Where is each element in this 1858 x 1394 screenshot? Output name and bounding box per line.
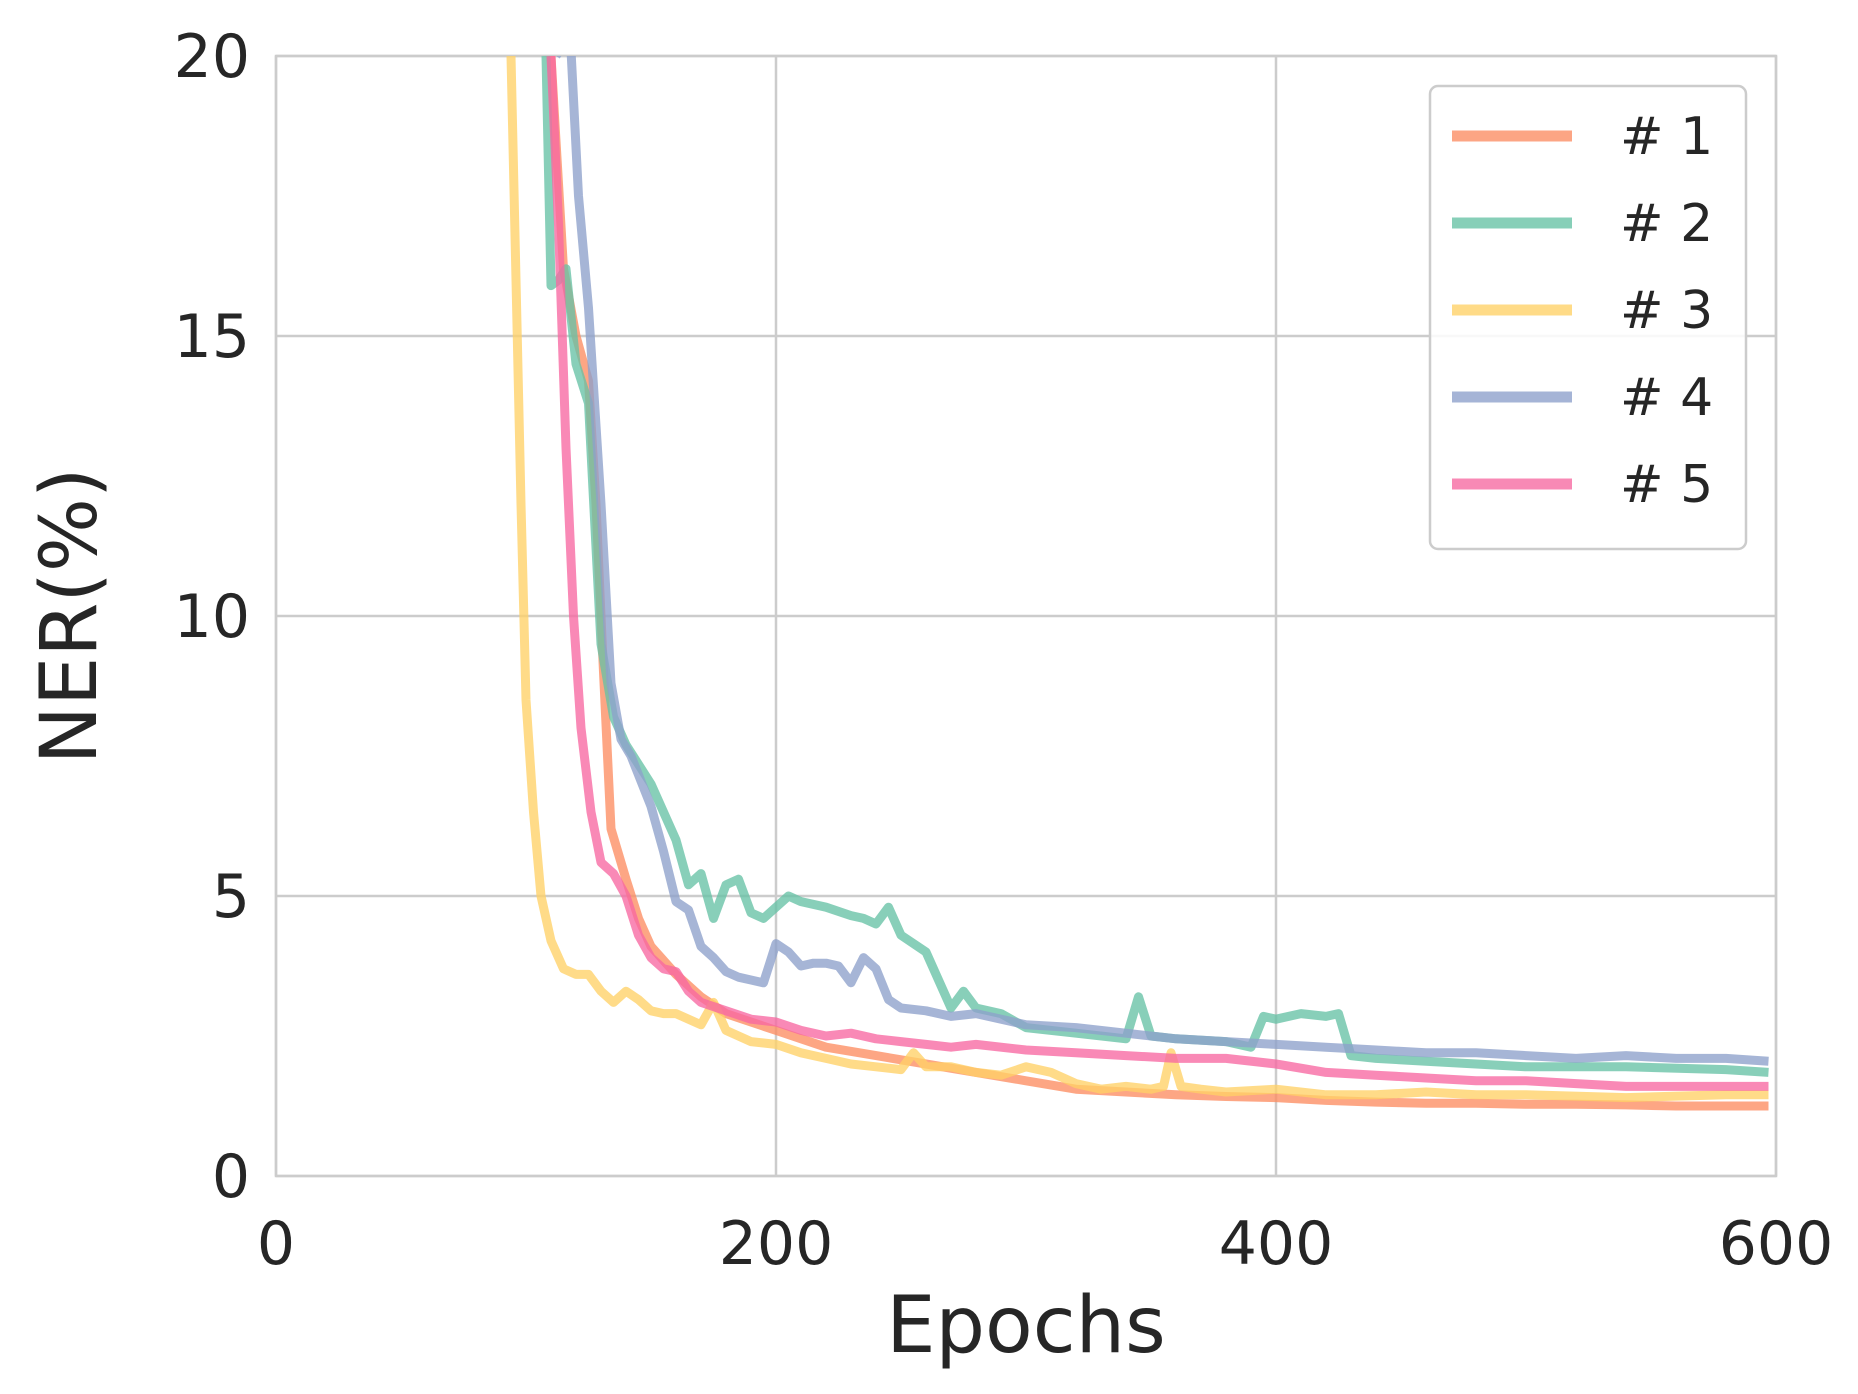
y-tick-label: 5 xyxy=(212,862,250,932)
y-tick-label: 10 xyxy=(174,582,250,652)
x-tick-label: 400 xyxy=(1219,1209,1334,1279)
legend-label: # 3 xyxy=(1620,281,1713,341)
series-lines xyxy=(506,56,1769,1111)
x-tick-label: 200 xyxy=(719,1209,834,1279)
y-axis-label: NER(%) xyxy=(25,468,115,765)
series-line-2 xyxy=(541,56,1769,1077)
x-tick-label: 0 xyxy=(257,1209,295,1279)
y-tick-label: 15 xyxy=(174,302,250,372)
legend-label: # 2 xyxy=(1620,194,1713,254)
y-tick-label: 20 xyxy=(174,22,250,92)
x-axis-label: Epochs xyxy=(886,1281,1165,1371)
legend: # 1 # 2 # 3 # 4 # 5 xyxy=(1428,84,1748,551)
legend-label: # 5 xyxy=(1620,455,1713,515)
x-tick-label: 600 xyxy=(1719,1209,1834,1279)
plot-frame xyxy=(274,54,1778,1178)
legend-label: # 4 xyxy=(1620,368,1713,428)
legend-label: # 1 xyxy=(1620,107,1713,167)
series-line-4 xyxy=(556,56,1769,1066)
series-line-3 xyxy=(506,56,1769,1103)
legend-box xyxy=(1428,84,1748,551)
y-tick-label: 0 xyxy=(212,1142,250,1212)
series-line-5 xyxy=(546,56,1769,1091)
tick-labels: 0 200 400 600 0 5 10 15 20 xyxy=(174,22,1834,1279)
